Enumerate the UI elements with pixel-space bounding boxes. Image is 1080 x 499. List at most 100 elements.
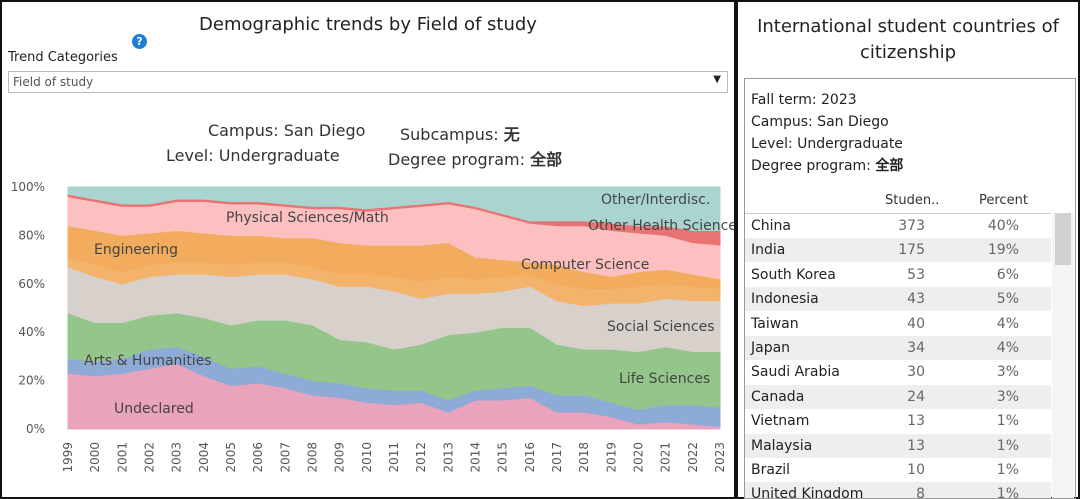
- filter-label: Fall term:: [751, 92, 817, 108]
- filter-value: 全部: [875, 158, 904, 174]
- count: 8: [916, 486, 925, 499]
- filter: Level: Undergraduate: [166, 146, 340, 165]
- table-row: China 373 40%: [745, 214, 1051, 238]
- x-tick-label: 2007: [278, 442, 292, 473]
- area: [67, 186, 721, 232]
- country: Indonesia: [751, 291, 819, 308]
- y-tick-label: 100%: [11, 180, 45, 194]
- dropdown-value: Field of study: [13, 75, 94, 89]
- count: 373: [898, 218, 925, 234]
- count: 175: [898, 242, 925, 259]
- filter-label: Subcampus:: [400, 125, 499, 144]
- x-tick-label: 2002: [143, 442, 157, 473]
- table-body: China 373 40% India 175 19% South Korea 53 6% Ind…: [745, 213, 1051, 499]
- table-row: Taiwan 40 4%: [745, 312, 1051, 336]
- x-tick-label: 2000: [88, 442, 102, 473]
- scrollbar[interactable]: [1052, 213, 1074, 498]
- filter-label: Level:: [751, 136, 793, 152]
- country: Japan: [751, 340, 791, 356]
- x-tick-label: 2019: [604, 442, 618, 473]
- scroll-thumb[interactable]: [1055, 213, 1071, 265]
- column-header: Percent: [979, 193, 1028, 208]
- table-row: Indonesia 43 5%: [745, 287, 1051, 312]
- percent: 1%: [996, 462, 1019, 478]
- panel-filter: Level: Undergraduate: [751, 133, 903, 155]
- x-tick-label: 2015: [496, 442, 510, 473]
- filter-value: 2023: [821, 92, 857, 108]
- x-tick-label: 2013: [441, 442, 455, 473]
- country: China: [751, 218, 791, 234]
- country: Brazil: [751, 462, 791, 478]
- trend-panel: 0% 20% 40% 60% 80% 100% 1999 2000 2001 2002 2003 20…: [0, 0, 736, 499]
- count: 40: [907, 315, 925, 332]
- percent: 3%: [996, 388, 1019, 405]
- table-row: Brazil 10 1%: [745, 458, 1051, 482]
- trend-label: Trend Categories: [8, 50, 118, 65]
- filter-value: Undergraduate: [218, 146, 340, 165]
- filter-label: Degree program:: [388, 150, 526, 169]
- table-row: Malaysia 13 1%: [745, 433, 1051, 458]
- count: 13: [907, 413, 925, 430]
- x-tick-label: 2012: [414, 442, 428, 473]
- y-tick-label: 80%: [18, 228, 45, 242]
- x-tick-label: 2014: [469, 442, 483, 473]
- x-tick-label: 2022: [686, 442, 700, 473]
- table-row: Japan 34 4%: [745, 336, 1051, 360]
- percent: 1%: [996, 437, 1019, 454]
- country: Canada: [751, 388, 805, 405]
- percent: 5%: [996, 291, 1019, 308]
- country: South Korea: [751, 266, 836, 283]
- help-icon[interactable]: ?: [132, 34, 147, 49]
- x-tick-label: 2023: [713, 442, 727, 473]
- table-row: India 175 19%: [745, 238, 1051, 263]
- count: 10: [907, 462, 925, 478]
- x-tick-label: 2010: [360, 442, 374, 473]
- series-label: Computer Science: [521, 257, 649, 273]
- percent: 40%: [987, 218, 1019, 234]
- x-tick-label: 2009: [333, 442, 347, 473]
- x-tick-label: 2001: [115, 442, 129, 473]
- dropdown-arrow: ▼: [713, 74, 721, 85]
- x-tick-label: 2006: [251, 442, 265, 473]
- panel-title: International student countries of citiz…: [757, 16, 1059, 63]
- dropdown[interactable]: Field of study ▼: [8, 71, 728, 93]
- percent: 1%: [996, 413, 1019, 430]
- series-label: Arts & Humanities: [84, 353, 212, 369]
- x-tick-label: 2018: [577, 442, 591, 473]
- x-tick-label: 2004: [197, 442, 211, 473]
- x-tick-label: 2017: [550, 442, 564, 473]
- y-tick-label: 0%: [26, 422, 45, 436]
- series-label: Physical Sciences/Math: [226, 210, 389, 226]
- filter: Subcampus: 无: [400, 121, 520, 145]
- table-row: Canada 24 3%: [745, 384, 1051, 409]
- filter-label: Degree program:: [751, 158, 871, 174]
- filter-label: Campus:: [751, 114, 813, 130]
- table-row: United Kingdom 8 1%: [745, 482, 1051, 499]
- series-label: Engineering: [94, 242, 178, 258]
- percent: 4%: [996, 315, 1019, 332]
- filter-label: Campus:: [208, 121, 279, 140]
- table-row: Vietnam 13 1%: [745, 409, 1051, 433]
- percent: 19%: [987, 242, 1019, 259]
- count: 53: [907, 266, 925, 283]
- filter: Degree program: 全部: [388, 146, 562, 170]
- country-panel: International student countries of citiz…: [736, 0, 1080, 499]
- percent: 4%: [996, 340, 1019, 356]
- x-tick-label: 2005: [224, 442, 238, 473]
- count: 24: [907, 388, 925, 405]
- panel-filter: Degree program: 全部: [751, 155, 903, 177]
- series-label: Social Sciences: [607, 319, 715, 335]
- panel-filter: Campus: San Diego: [751, 111, 903, 133]
- filter-value: 全部: [530, 150, 563, 169]
- filter-label: Level:: [166, 146, 214, 165]
- x-tick-label: 2016: [523, 442, 537, 473]
- country: Saudi Arabia: [751, 364, 840, 381]
- series-label: Other Health Science: [588, 218, 734, 234]
- y-tick-label: 40%: [18, 325, 45, 339]
- y-tick-label: 20%: [18, 374, 45, 388]
- percent: 6%: [996, 266, 1019, 283]
- country: Malaysia: [751, 437, 813, 454]
- table-box: Fall term: 2023 Campus: San Diego Level: U…: [744, 78, 1076, 499]
- chart: 0% 20% 40% 60% 80% 100% 1999 2000 2001 2002 2003 20…: [11, 180, 734, 473]
